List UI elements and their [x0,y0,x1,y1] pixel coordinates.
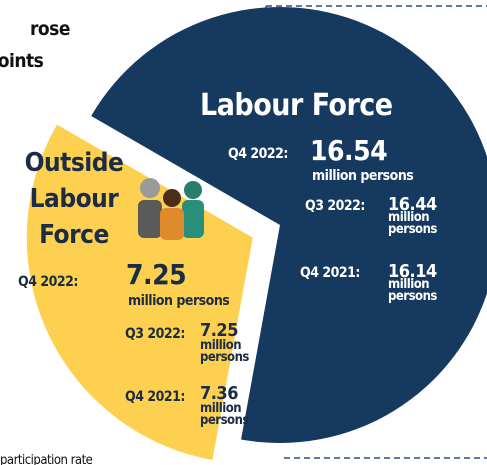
period-label: Q4 2021: [125,389,185,405]
side-note: points [0,50,43,72]
unit-label: million persons [200,403,260,427]
slice-label: Labour Force [200,88,393,123]
unit-label: million persons [128,293,229,309]
unit-label: million persons [388,279,448,303]
side-note: rose [30,18,70,40]
period-label: Q4 2022: [18,274,78,290]
period-label: Q3 2022: [125,326,185,342]
side-note: participation rate [0,453,92,465]
value-label: 16.54 [310,134,387,167]
period-label: Q3 2022: [305,198,365,214]
period-label: Q4 2022: [228,146,288,162]
slice-label: Outside Labour Force [18,145,130,253]
value-label: 7.25 [126,258,186,291]
people-icon [138,178,204,240]
infographic: Labour Force Outside Labour Force Q4 2022:… [0,0,487,465]
unit-label: million persons [312,168,413,184]
unit-label: million persons [388,212,448,236]
period-label: Q4 2021: [300,265,360,281]
unit-label: million persons [200,340,260,364]
